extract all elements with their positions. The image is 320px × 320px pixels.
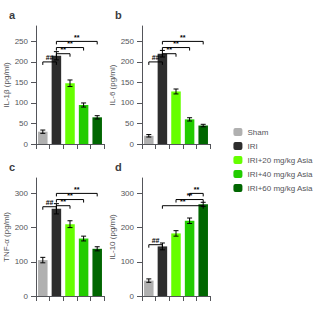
svg-text:IRI: IRI bbox=[247, 142, 257, 151]
svg-text:150: 150 bbox=[121, 78, 135, 87]
svg-text:100: 100 bbox=[121, 257, 135, 266]
svg-text:IRI+20 mg/kg Asia: IRI+20 mg/kg Asia bbox=[247, 156, 313, 165]
svg-text:300: 300 bbox=[15, 189, 29, 198]
svg-text:250: 250 bbox=[15, 37, 29, 46]
svg-text:IL-1β (pg/ml): IL-1β (pg/ml) bbox=[2, 62, 11, 108]
svg-text:##: ## bbox=[152, 54, 160, 61]
svg-text:##: ## bbox=[46, 54, 54, 61]
svg-text:0: 0 bbox=[130, 140, 135, 149]
svg-text:**: ** bbox=[180, 34, 186, 41]
svg-text:100: 100 bbox=[121, 98, 135, 107]
svg-text:50: 50 bbox=[19, 119, 28, 128]
svg-text:**: ** bbox=[74, 186, 80, 193]
svg-text:IL-10 (pg/ml): IL-10 (pg/ml) bbox=[108, 214, 117, 260]
svg-text:c: c bbox=[9, 161, 15, 173]
svg-text:300: 300 bbox=[121, 189, 135, 198]
svg-text:0: 0 bbox=[24, 140, 29, 149]
svg-text:200: 200 bbox=[121, 223, 135, 232]
svg-text:0: 0 bbox=[24, 292, 29, 301]
svg-text:IRI+40 mg/kg Asia: IRI+40 mg/kg Asia bbox=[247, 170, 313, 179]
svg-text:250: 250 bbox=[121, 37, 135, 46]
svg-text:150: 150 bbox=[15, 78, 29, 87]
svg-text:**: ** bbox=[194, 186, 200, 193]
svg-text:200: 200 bbox=[15, 57, 29, 66]
svg-text:b: b bbox=[115, 9, 122, 21]
svg-text:200: 200 bbox=[15, 223, 29, 232]
svg-text:200: 200 bbox=[121, 57, 135, 66]
svg-text:100: 100 bbox=[15, 257, 29, 266]
svg-text:0: 0 bbox=[130, 292, 135, 301]
svg-text:Sham: Sham bbox=[247, 128, 268, 137]
svg-text:IL-6 (pg/ml): IL-6 (pg/ml) bbox=[108, 64, 117, 105]
svg-text:a: a bbox=[9, 9, 16, 21]
svg-text:IRI+60 mg/kg Asia: IRI+60 mg/kg Asia bbox=[247, 184, 313, 193]
svg-text:100: 100 bbox=[15, 98, 29, 107]
svg-text:##: ## bbox=[46, 199, 54, 206]
svg-text:d: d bbox=[115, 161, 122, 173]
svg-text:##: ## bbox=[152, 237, 160, 244]
svg-text:**: ** bbox=[74, 34, 80, 41]
svg-text:TNF-α (pg/ml): TNF-α (pg/ml) bbox=[2, 212, 11, 262]
svg-text:50: 50 bbox=[125, 119, 134, 128]
